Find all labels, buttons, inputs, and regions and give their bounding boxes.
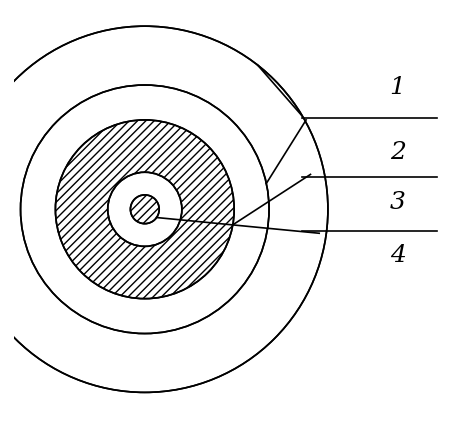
Circle shape xyxy=(55,120,234,299)
Text: 3: 3 xyxy=(389,191,405,214)
Circle shape xyxy=(130,195,159,224)
Text: 4: 4 xyxy=(389,244,405,266)
Text: 2: 2 xyxy=(389,141,405,164)
Text: 1: 1 xyxy=(389,76,405,99)
Circle shape xyxy=(20,85,269,334)
Circle shape xyxy=(0,26,327,392)
Circle shape xyxy=(107,172,181,246)
